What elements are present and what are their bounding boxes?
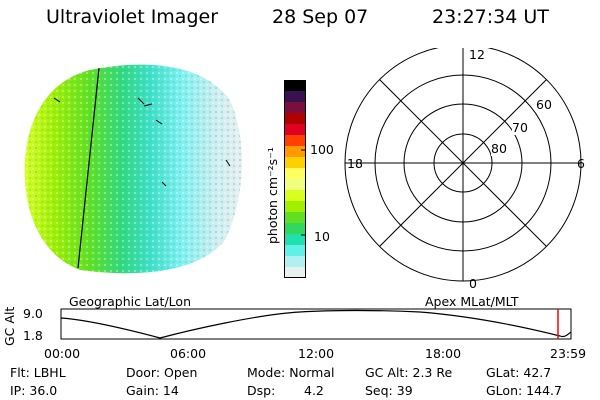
mlt-label-12: 12 [469,47,485,62]
colorbar-segment [284,245,306,257]
coastline-marks [53,97,231,187]
left-panel-label: Geographic Lat/Lon [69,294,191,309]
colorbar-tick-10: 10 [314,229,330,244]
colorbar-segment [284,223,306,235]
colorbar-segment [284,267,306,278]
mlat-label-60: 60 [536,97,552,112]
mlt-label-0: 0 [469,276,477,291]
filter-status: Flt: LBHL [10,365,66,380]
colorbar-segment [284,168,306,180]
ytick-1.8: 1.8 [23,328,43,343]
dsp-value: 4.2 [304,383,324,398]
colorbar-unit-label: photon cm⁻²s⁻¹ [265,147,280,244]
colorbar-segment [284,91,306,103]
colorbar-tick-100: 100 [310,142,334,157]
date-label: 28 Sep 07 [272,6,369,28]
ip-status: IP: 36.0 [10,383,58,398]
colorbar-segment [284,179,306,191]
xtick-0000: 00:00 [44,346,81,361]
altitude-plot-frame [60,308,572,340]
altitude-ylabel: GC Alt [2,306,17,346]
terminator-line [77,67,100,269]
polar-diagonal-2 [379,79,547,247]
xtick-1800: 18:00 [425,346,462,361]
dsp-label: Dsp: [247,383,276,398]
altitude-plot [60,308,572,340]
colorbar-segment [284,113,306,125]
altitude-curve [60,309,572,339]
door-status: Door: Open [126,365,198,380]
mlat-label-70: 70 [512,120,528,135]
colorbar-segment [284,124,306,136]
color-bar [284,80,306,278]
xtick-1200: 12:00 [298,346,335,361]
mlt-label-6: 6 [577,156,585,171]
mode-status: Mode: Normal [247,365,335,380]
uv-image-panel [24,64,242,274]
xtick-2359: 23:59 [550,346,587,361]
glat-status: GLat: 42.7 [486,365,552,380]
colorbar-segment [284,256,306,268]
colorbar-frame [284,80,306,278]
mlt-label-18: 18 [347,156,363,171]
xtick-0600: 06:00 [170,346,207,361]
ytick-9: 9.0 [23,306,43,321]
time-label: 23:27:34 UT [432,6,549,28]
seq-status: Seq: 39 [365,383,413,398]
colorbar-segment [284,234,306,246]
mlat-label-80: 80 [491,141,507,156]
glon-status: GLon: 144.7 [486,383,562,398]
gc-alt-status: GC Alt: 2.3 Re [365,365,453,380]
colorbar-segment [284,201,306,213]
colorbar-segment [284,212,306,224]
gain-status: Gain: 14 [126,383,179,398]
colorbar-segment [284,102,306,114]
app-title: Ultraviolet Imager [46,6,219,28]
colorbar-segment [284,80,306,92]
colorbar-segment [284,146,306,158]
colorbar-segment [284,135,306,147]
right-panel-label: Apex MLat/MLT [425,294,519,309]
colorbar-segment [284,157,306,169]
colorbar-segment [284,190,306,202]
polar-plot [344,48,582,282]
